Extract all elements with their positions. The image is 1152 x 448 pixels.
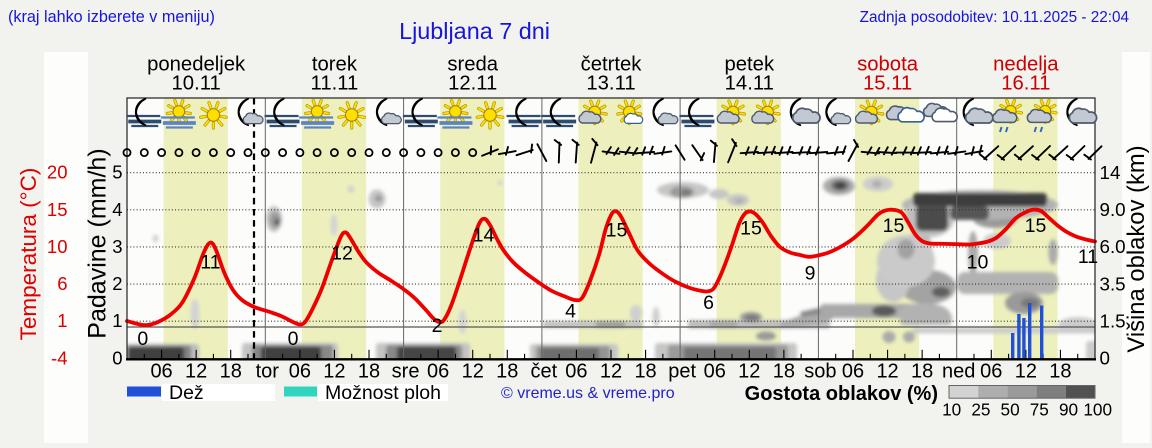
svg-text:torek: torek bbox=[312, 54, 358, 76]
svg-text:10: 10 bbox=[942, 399, 961, 419]
svg-text:12: 12 bbox=[323, 361, 345, 383]
svg-text:3: 3 bbox=[112, 236, 122, 257]
svg-text:06: 06 bbox=[289, 361, 311, 383]
svg-text:18: 18 bbox=[773, 361, 795, 383]
svg-text:0: 0 bbox=[1100, 348, 1110, 369]
svg-text:nedelja: nedelja bbox=[993, 54, 1059, 76]
svg-text:50: 50 bbox=[1001, 399, 1020, 419]
svg-text:četrtek: četrtek bbox=[581, 54, 643, 76]
svg-text:ned: ned bbox=[942, 361, 975, 383]
svg-text:1: 1 bbox=[112, 310, 122, 331]
svg-text:10: 10 bbox=[47, 236, 68, 257]
svg-text:sreda: sreda bbox=[447, 54, 498, 76]
svg-text:15: 15 bbox=[740, 218, 762, 240]
svg-text:90: 90 bbox=[1059, 399, 1078, 419]
svg-text:3.5: 3.5 bbox=[1100, 273, 1126, 294]
svg-text:15: 15 bbox=[606, 220, 628, 242]
svg-text:18: 18 bbox=[911, 361, 933, 383]
svg-text:Ljubljana 7 dni: Ljubljana 7 dni bbox=[399, 18, 550, 44]
svg-text:Zadnja posodobitev: 10.11.2025: Zadnja posodobitev: 10.11.2025 - 22:04 bbox=[860, 9, 1130, 26]
svg-text:14: 14 bbox=[473, 225, 495, 247]
svg-text:6.0: 6.0 bbox=[1100, 236, 1126, 257]
svg-text:06: 06 bbox=[565, 361, 587, 383]
svg-text:18: 18 bbox=[358, 361, 380, 383]
svg-text:18: 18 bbox=[496, 361, 518, 383]
svg-text:Padavine (mm/h): Padavine (mm/h) bbox=[84, 148, 112, 338]
svg-text:06: 06 bbox=[150, 361, 172, 383]
svg-text:Gostota oblakov (%): Gostota oblakov (%) bbox=[745, 383, 938, 405]
svg-text:15: 15 bbox=[47, 199, 68, 220]
svg-text:6: 6 bbox=[57, 273, 67, 294]
svg-text:13.11: 13.11 bbox=[586, 73, 635, 95]
svg-text:15.11: 15.11 bbox=[863, 73, 912, 95]
svg-text:15: 15 bbox=[883, 215, 905, 237]
svg-text:75: 75 bbox=[1030, 399, 1049, 419]
svg-text:25: 25 bbox=[971, 399, 990, 419]
svg-text:Višina oblakov (km): Višina oblakov (km) bbox=[1123, 145, 1150, 352]
svg-text:0: 0 bbox=[288, 328, 299, 350]
svg-text:sre: sre bbox=[392, 361, 420, 383]
svg-text:12: 12 bbox=[738, 361, 760, 383]
svg-text:06: 06 bbox=[427, 361, 449, 383]
svg-text:0: 0 bbox=[112, 347, 122, 368]
svg-text:06: 06 bbox=[842, 361, 864, 383]
svg-text:9.0: 9.0 bbox=[1100, 199, 1126, 220]
svg-text:2: 2 bbox=[112, 273, 122, 294]
svg-text:06: 06 bbox=[704, 361, 726, 383]
svg-text:14.11: 14.11 bbox=[725, 73, 774, 95]
svg-text:0: 0 bbox=[137, 328, 148, 350]
svg-text:ponedeljek: ponedeljek bbox=[147, 54, 246, 76]
svg-text:5: 5 bbox=[112, 162, 122, 183]
svg-text:Temperatura (°C): Temperatura (°C) bbox=[16, 168, 41, 341]
svg-text:10: 10 bbox=[967, 252, 989, 274]
svg-text:12: 12 bbox=[462, 361, 484, 383]
svg-text:11: 11 bbox=[200, 252, 220, 274]
svg-text:Možnost ploh: Možnost ploh bbox=[325, 382, 441, 404]
svg-text:4: 4 bbox=[112, 199, 122, 220]
svg-text:-4: -4 bbox=[51, 347, 67, 368]
svg-text:100: 100 bbox=[1083, 399, 1112, 419]
svg-text:10.11: 10.11 bbox=[172, 73, 221, 95]
svg-text:1.5: 1.5 bbox=[1100, 310, 1126, 331]
svg-text:sobota: sobota bbox=[857, 54, 919, 76]
svg-text:12.11: 12.11 bbox=[448, 73, 497, 95]
svg-text:20: 20 bbox=[47, 162, 68, 183]
svg-text:12: 12 bbox=[600, 361, 622, 383]
svg-text:© vreme.us & vreme.pro: © vreme.us & vreme.pro bbox=[501, 385, 675, 402]
svg-text:pet: pet bbox=[668, 361, 696, 383]
svg-text:Dež: Dež bbox=[169, 382, 204, 404]
svg-text:16.11: 16.11 bbox=[1001, 73, 1050, 95]
svg-text:11: 11 bbox=[1078, 246, 1098, 268]
svg-text:06: 06 bbox=[980, 361, 1002, 383]
svg-text:12: 12 bbox=[1015, 361, 1037, 383]
svg-text:15: 15 bbox=[1025, 215, 1047, 237]
svg-text:6: 6 bbox=[703, 292, 714, 314]
svg-text:18: 18 bbox=[634, 361, 656, 383]
svg-text:1: 1 bbox=[57, 310, 67, 331]
svg-text:9: 9 bbox=[805, 263, 816, 285]
svg-text:14: 14 bbox=[1100, 162, 1121, 183]
svg-text:čet: čet bbox=[531, 361, 558, 383]
svg-text:sob: sob bbox=[804, 361, 836, 383]
svg-text:tor: tor bbox=[256, 361, 280, 383]
svg-text:18: 18 bbox=[220, 361, 242, 383]
svg-text:4: 4 bbox=[565, 301, 576, 323]
svg-text:(kraj lahko izberete v meniju): (kraj lahko izberete v meniju) bbox=[8, 8, 215, 26]
svg-text:12: 12 bbox=[876, 361, 898, 383]
svg-text:petek: petek bbox=[724, 54, 774, 76]
svg-text:11.11: 11.11 bbox=[311, 73, 359, 95]
svg-text:12: 12 bbox=[185, 361, 207, 383]
svg-text:12: 12 bbox=[331, 243, 353, 265]
svg-text:18: 18 bbox=[1049, 361, 1071, 383]
svg-text:2: 2 bbox=[432, 315, 443, 337]
